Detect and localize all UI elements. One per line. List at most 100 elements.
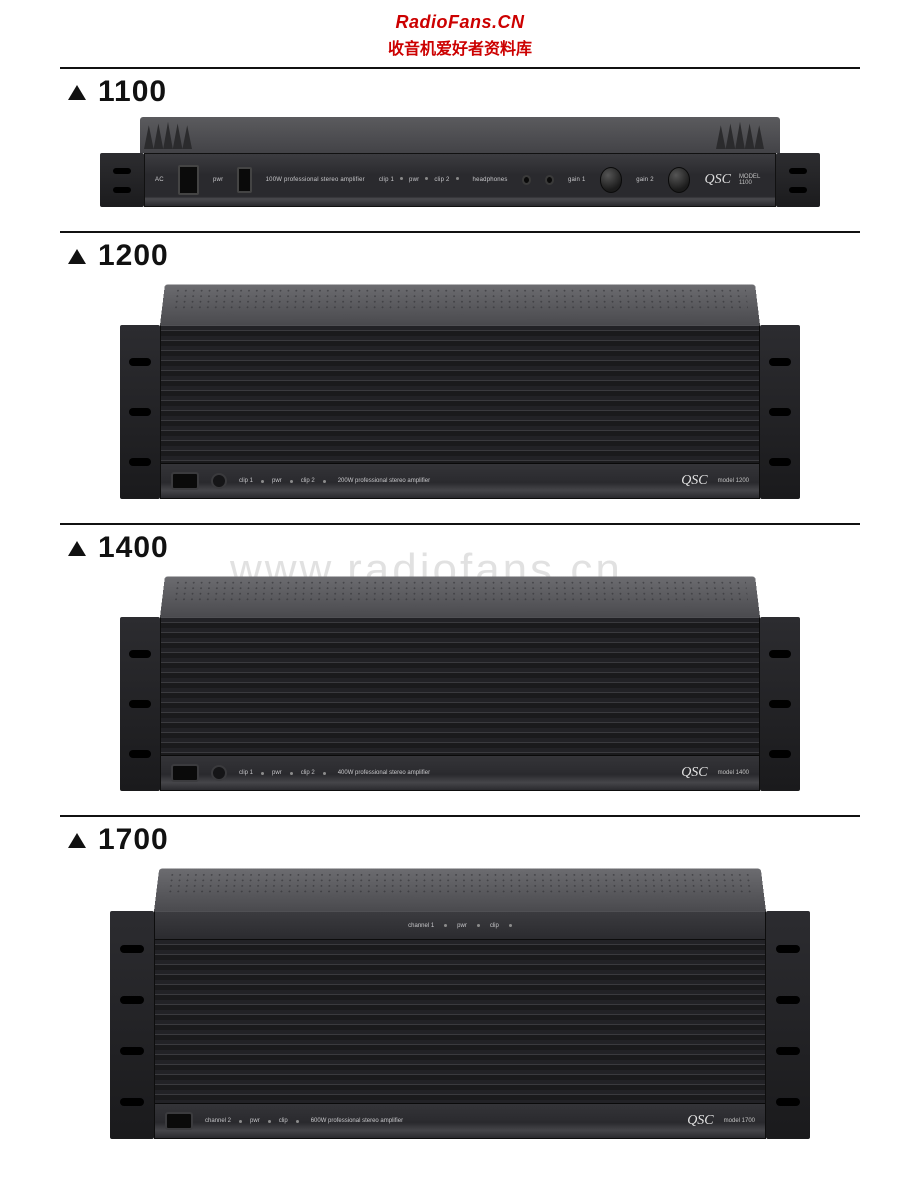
led-icon (477, 924, 480, 927)
section-label: 1200 (60, 239, 860, 273)
front-panel: channel 1 pwr clip channel 2 pwr clip 60… (154, 911, 766, 1139)
ear-slot (769, 358, 791, 366)
model-number: 1200 (98, 239, 169, 273)
front-panel: clip 1 pwr clip 2 200W professional ster… (160, 325, 760, 499)
front-panel: clip 1 pwr clip 2 400W professional ster… (160, 617, 760, 791)
ear-slot (776, 1047, 800, 1055)
led-icon (323, 772, 326, 775)
section-label: 1100 (60, 75, 860, 109)
ear-slot (769, 750, 791, 758)
fuse-holder-icon (211, 765, 227, 781)
model-text: model 1200 (718, 478, 749, 484)
logo-area: QSC model 1400 (681, 765, 749, 781)
section-rule (60, 815, 860, 817)
headphone-jack-icon (522, 175, 531, 185)
led-icon (444, 924, 447, 927)
grille-icon (161, 326, 759, 464)
brand-logo: QSC (687, 1113, 713, 1129)
led-label: pwr (457, 923, 467, 929)
led-label: channel 2 (205, 1118, 231, 1124)
led-icon (261, 772, 264, 775)
product-frame-1200: clip 1 pwr clip 2 200W professional ster… (60, 281, 860, 499)
led-label: clip 1 (239, 770, 253, 776)
ear-slot (120, 996, 144, 1004)
model-number: 1400 (98, 531, 169, 565)
header-subtitle: 收音机爱好者资料库 (0, 35, 920, 59)
rack-ear-left (120, 325, 160, 499)
led-label: pwr (409, 177, 419, 183)
ac-label: AC (155, 177, 164, 183)
led-label: pwr (272, 478, 282, 484)
logo-area: QSC model 1200 (681, 473, 749, 489)
gain-knob-icon (668, 167, 691, 193)
rack-ear-left (110, 911, 154, 1139)
ear-slot (113, 168, 131, 174)
gain-label: gain 2 (636, 177, 654, 183)
section-rule (60, 523, 860, 525)
section-label: 1400 (60, 531, 860, 565)
section-1100: 1100 AC pwr 100W professi (60, 67, 860, 207)
brand-logo: QSC (681, 473, 707, 489)
amp-1100: AC pwr 100W professional stereo amplifie… (100, 117, 820, 207)
headphones-label: headphones (473, 177, 508, 183)
gain-label: gain 1 (568, 177, 586, 183)
rack-ear-left (100, 153, 144, 207)
ear-slot (129, 458, 151, 466)
led-row: clip 1 pwr clip 2 (239, 770, 326, 776)
description-text: 100W professional stereo amplifier (266, 177, 365, 183)
control-strip: channel 2 pwr clip 600W professional ste… (155, 1104, 765, 1138)
triangle-icon (68, 833, 86, 848)
led-icon (456, 177, 459, 180)
section-rule (60, 231, 860, 233)
model-text: model 1700 (724, 1118, 755, 1124)
ear-slot (129, 650, 151, 658)
rack-ear-right (760, 617, 800, 791)
headphone-jack-icon (545, 175, 554, 185)
page-header: RadioFans.CN 收音机爱好者资料库 (0, 0, 920, 67)
grille-icon (161, 618, 759, 756)
led-row: clip 1 pwr clip 2 (379, 177, 459, 183)
led-icon (261, 480, 264, 483)
ear-slot (113, 187, 131, 193)
ear-slot (120, 1047, 144, 1055)
product-frame-1400: clip 1 pwr clip 2 400W professional ster… (60, 573, 860, 791)
description-text: 200W professional stereo amplifier (338, 478, 430, 484)
triangle-icon (68, 541, 86, 556)
ear-slot (120, 945, 144, 953)
triangle-icon (68, 249, 86, 264)
led-label: clip 2 (301, 770, 315, 776)
rack-ear-right (766, 911, 810, 1139)
section-1200: 1200 (60, 231, 860, 499)
gain-knob-icon (600, 167, 623, 193)
brand-logo: QSC (681, 765, 707, 781)
power-switch-icon (165, 1112, 193, 1130)
ear-slot (776, 996, 800, 1004)
led-icon (323, 480, 326, 483)
led-icon (290, 772, 293, 775)
led-label: pwr (272, 770, 282, 776)
rack-ear-right (776, 153, 820, 207)
led-row: clip 1 pwr clip 2 (239, 478, 326, 484)
control-strip: clip 1 pwr clip 2 200W professional ster… (161, 464, 759, 498)
power-switch-icon (171, 764, 199, 782)
model-text: MODEL 1100 (739, 174, 765, 186)
rack-ear-right (760, 325, 800, 499)
ear-slot (120, 1098, 144, 1106)
led-icon (425, 177, 428, 180)
product-frame-1100: AC pwr 100W professional stereo amplifie… (60, 117, 860, 207)
rack-ear-left (120, 617, 160, 791)
section-1400: 1400 www.radiofans.cn (60, 523, 860, 791)
amp-top-lid (160, 576, 760, 617)
section-1700: 1700 channel 1 (60, 815, 860, 1139)
led-label: pwr (250, 1118, 260, 1124)
led-label: clip 2 (434, 177, 449, 183)
top-led-strip: channel 1 pwr clip (155, 912, 765, 940)
ear-slot (129, 358, 151, 366)
led-icon (509, 924, 512, 927)
description-text: 600W professional stereo amplifier (311, 1118, 403, 1124)
description-text: 400W professional stereo amplifier (338, 770, 430, 776)
iec-inlet-icon (178, 165, 199, 195)
ear-slot (789, 187, 807, 193)
model-number: 1100 (98, 75, 167, 109)
led-label: clip 2 (301, 478, 315, 484)
